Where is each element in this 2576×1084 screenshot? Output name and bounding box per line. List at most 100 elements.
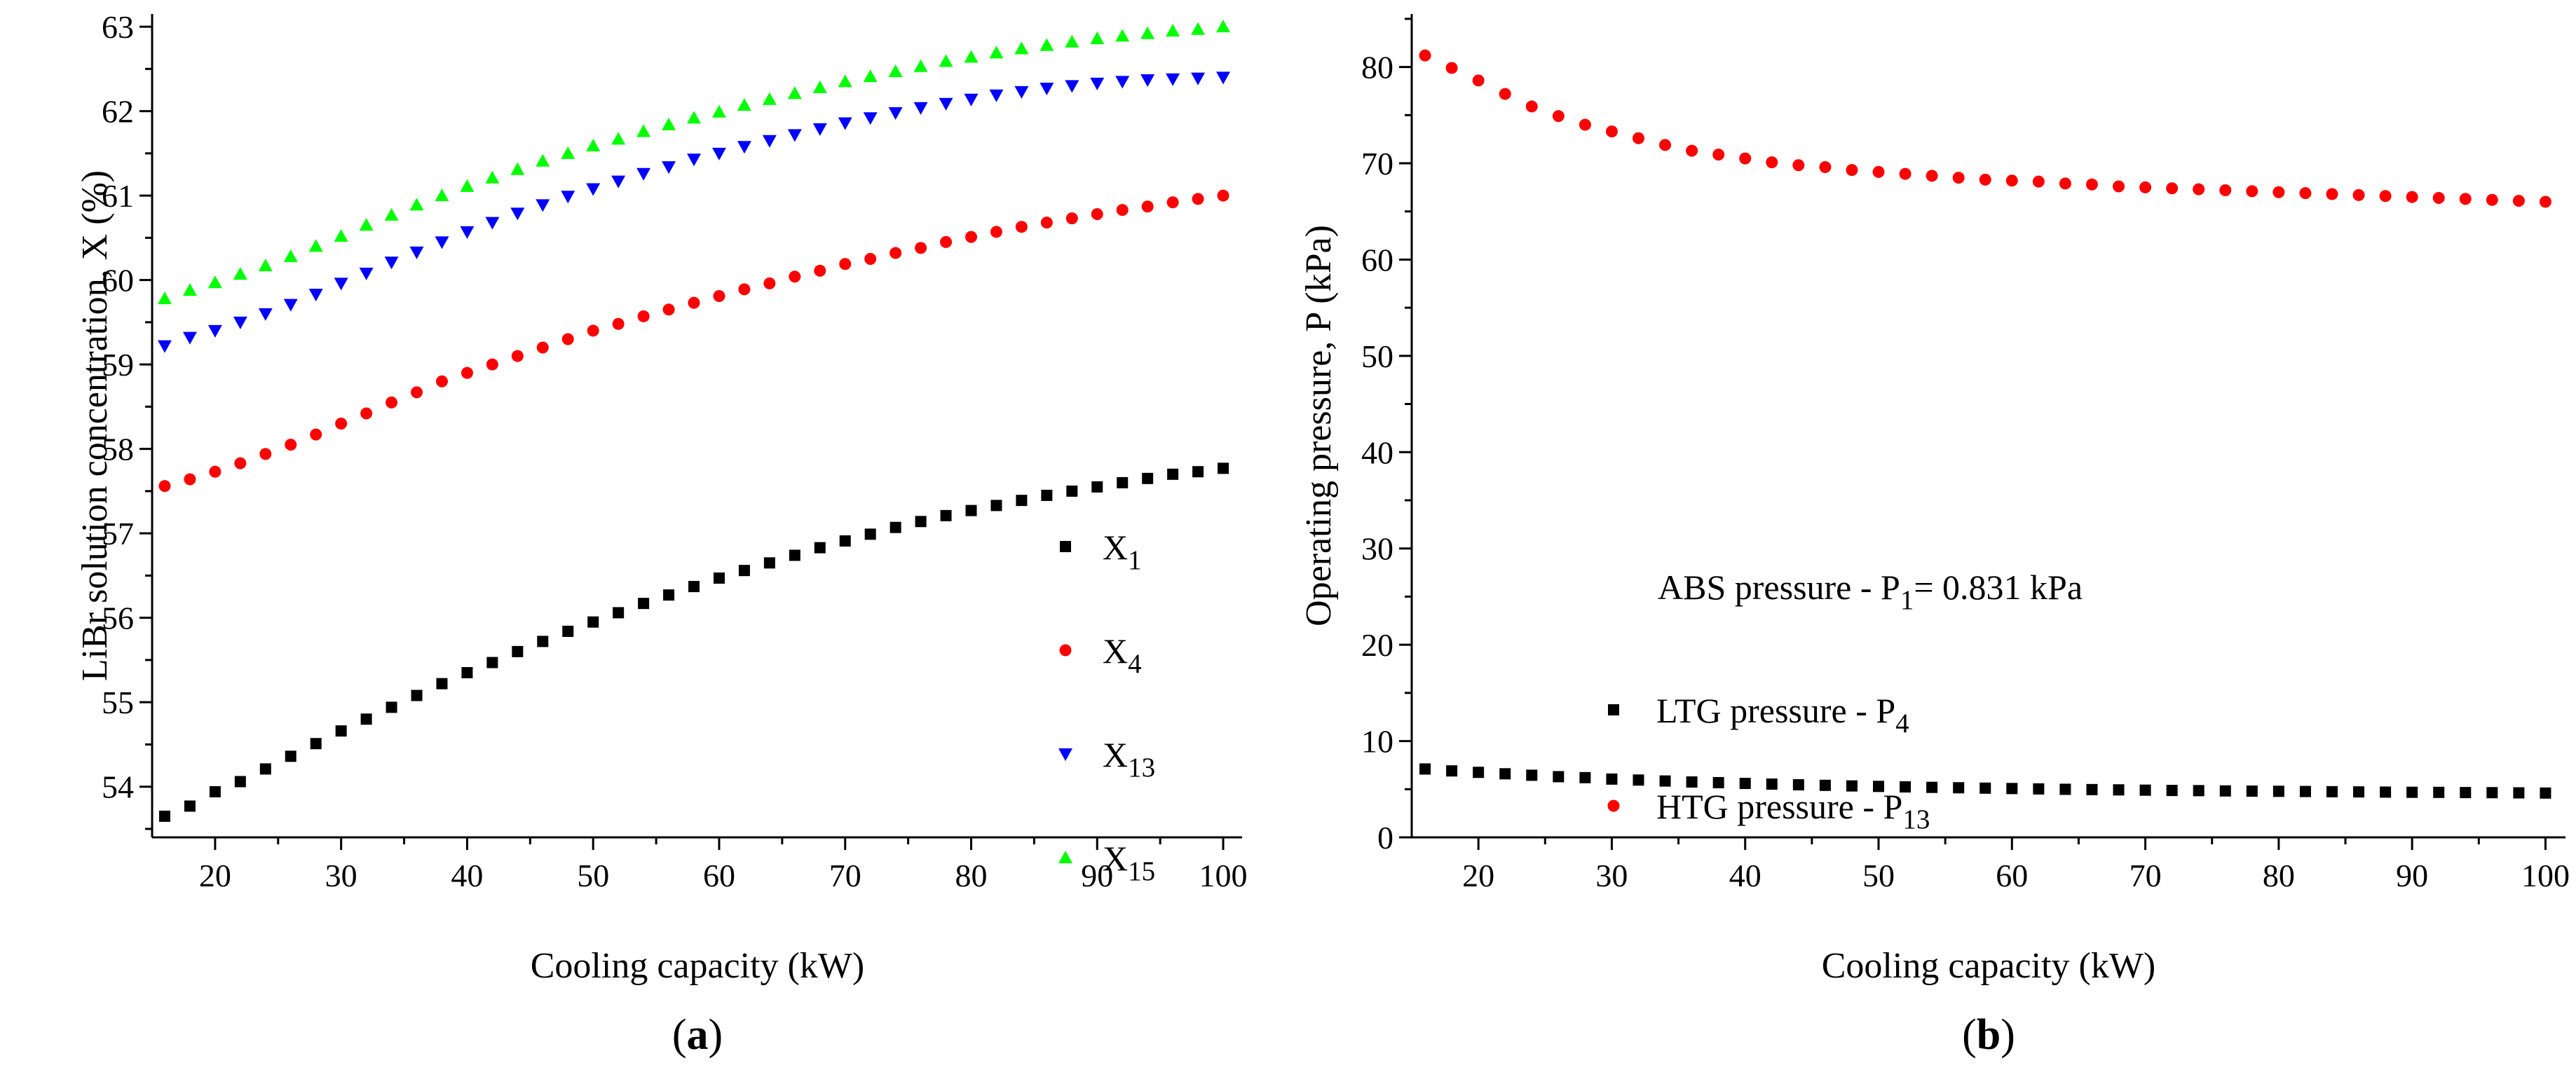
data-point <box>2406 786 2418 798</box>
data-point <box>636 124 651 137</box>
legend-label: X13 <box>1103 735 1155 783</box>
data-point <box>713 290 725 303</box>
data-point <box>184 473 196 486</box>
data-point <box>182 331 197 345</box>
data-point <box>2540 787 2551 799</box>
data-point <box>1899 167 1911 180</box>
y-tick-label: 70 <box>1361 146 1393 181</box>
data-point <box>1192 466 1204 478</box>
data-point <box>536 199 550 212</box>
data-point <box>562 625 574 637</box>
x-tick-label: 40 <box>451 858 483 893</box>
data-point <box>1872 165 1885 178</box>
data-point <box>1953 782 1965 794</box>
data-point <box>990 226 1002 238</box>
data-point <box>2086 783 2098 795</box>
series-x1 <box>158 462 1229 822</box>
y-tick-label: 57 <box>102 516 134 551</box>
data-point <box>1766 778 1778 790</box>
data-point <box>485 217 500 230</box>
data-point <box>384 256 399 270</box>
data-point <box>1552 110 1565 123</box>
legend-label: HTG pressure - P13 <box>1656 787 1930 835</box>
data-point <box>789 549 800 561</box>
data-point <box>233 316 247 329</box>
data-point <box>1115 29 1130 42</box>
y-axis-label: Operating pressure, P (kPa) <box>1299 225 1339 626</box>
data-point <box>787 86 802 100</box>
data-point <box>283 299 298 312</box>
data-point <box>209 785 221 797</box>
data-point <box>1065 80 1079 93</box>
data-point <box>2326 188 2338 200</box>
data-point <box>915 242 927 254</box>
data-point <box>1846 164 1858 177</box>
data-point <box>1846 780 1858 792</box>
data-point <box>939 54 953 67</box>
data-point <box>1216 20 1231 33</box>
data-point <box>2486 193 2498 206</box>
chart-panel-b: 20 30 40 50 60 70 80 90 100 0 10 20 30 40 50 60 70 80 Cool… <box>1299 14 2570 1059</box>
data-point <box>2513 787 2525 799</box>
chart-panel-a: 20 30 40 50 60 70 80 90 100 54 55 56 57 58 59 60 61 62 63 C… <box>75 9 1248 1059</box>
data-point <box>1766 156 1778 169</box>
data-point <box>1191 72 1206 85</box>
data-point <box>737 141 751 154</box>
data-point <box>737 98 751 111</box>
data-point <box>2193 785 2204 797</box>
data-point <box>1065 212 1078 225</box>
data-point <box>2272 785 2284 797</box>
data-point <box>1579 118 1591 131</box>
y-tick-label: 80 <box>1361 50 1393 85</box>
data-point <box>888 107 903 120</box>
data-point <box>1712 776 1724 788</box>
data-point <box>687 153 702 167</box>
data-point <box>384 207 399 221</box>
data-point <box>234 776 246 788</box>
data-point <box>940 509 952 521</box>
data-point <box>2246 185 2258 198</box>
x-tick-label: 20 <box>1462 858 1494 893</box>
y-tick-label: 55 <box>102 685 134 720</box>
data-point <box>2193 183 2205 195</box>
data-point <box>1739 152 1752 165</box>
data-point <box>435 188 449 202</box>
data-point <box>1066 485 1078 497</box>
data-point <box>2219 184 2232 196</box>
x-tick-label: 50 <box>1862 858 1895 893</box>
x-tick-label: 90 <box>1081 858 1113 893</box>
data-point <box>1065 34 1079 48</box>
data-point <box>2006 783 2018 795</box>
data-point <box>913 59 928 72</box>
data-point <box>611 175 626 188</box>
data-point <box>1041 489 1053 501</box>
data-point <box>2486 787 2498 799</box>
legend-marker <box>1058 748 1072 761</box>
data-point <box>1499 768 1511 780</box>
data-point <box>1739 778 1751 790</box>
data-point <box>1016 495 1028 507</box>
series-htg-pressure-p13 <box>1419 49 2551 208</box>
data-point <box>864 528 876 540</box>
data-point <box>2166 785 2178 797</box>
data-point <box>1473 767 1485 778</box>
data-point <box>1192 193 1204 205</box>
data-point <box>1632 132 1644 144</box>
data-point <box>586 183 601 196</box>
data-point <box>2299 785 2311 797</box>
data-point <box>2380 786 2392 798</box>
data-point <box>310 738 322 750</box>
data-point <box>561 191 575 204</box>
data-point <box>989 89 1004 102</box>
data-point <box>386 701 397 713</box>
data-point <box>1606 773 1618 785</box>
data-point <box>888 64 903 77</box>
data-point <box>613 607 625 619</box>
annotation-abs-pressure: ABS pressure - P1= 0.831 kPa <box>1658 568 2083 615</box>
data-point <box>1115 76 1130 89</box>
data-point <box>1090 31 1105 44</box>
x-tick-label: 20 <box>199 858 231 893</box>
data-point <box>1659 775 1671 787</box>
data-point <box>989 46 1004 59</box>
data-point <box>812 80 827 93</box>
